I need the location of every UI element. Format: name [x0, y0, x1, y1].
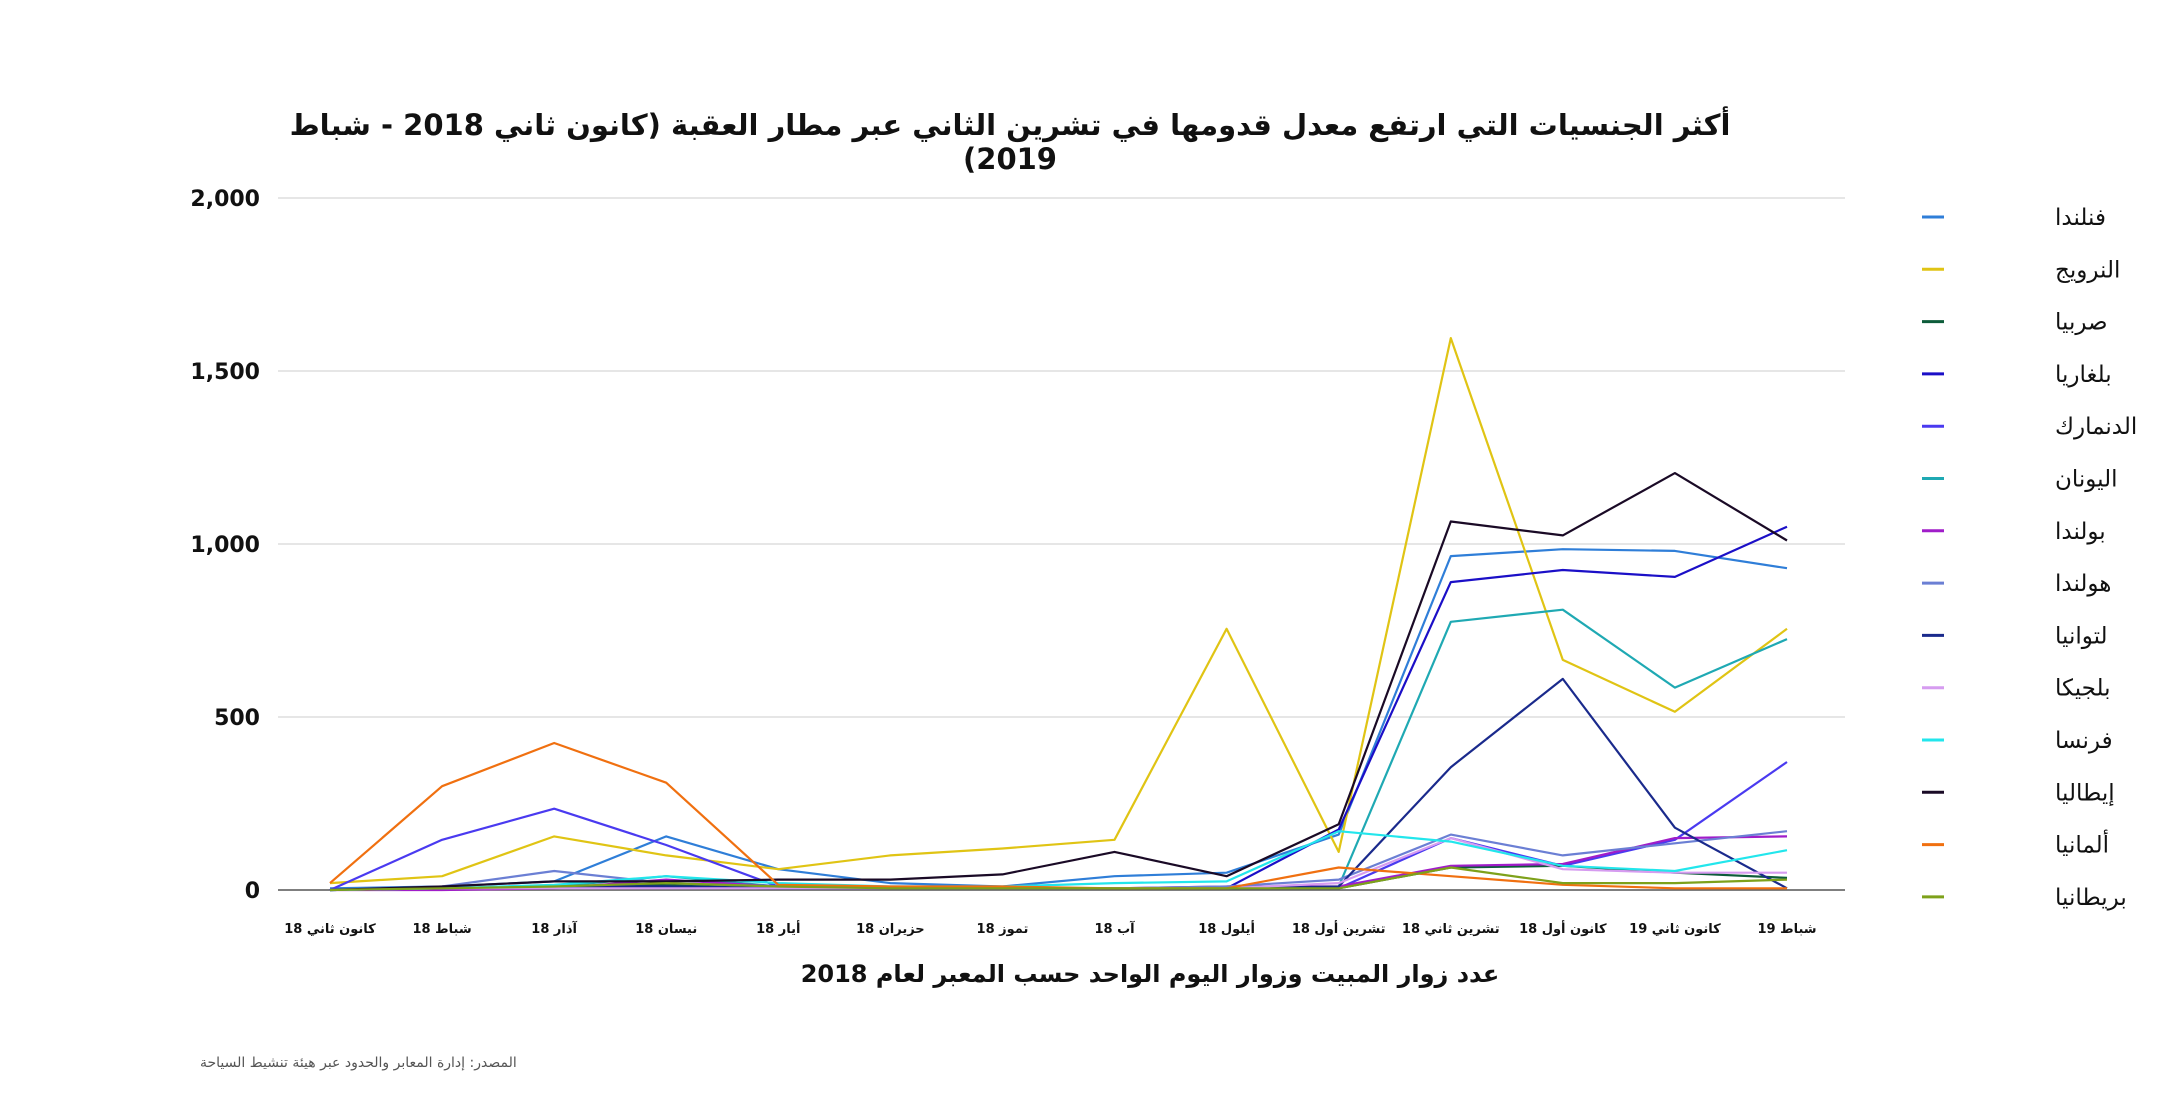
legend-label: اليونان [2055, 467, 2118, 493]
x-tick-label: آذار 18 [531, 920, 577, 937]
legend-label: إيطاليا [2055, 780, 2115, 806]
series-line [329, 525, 1788, 892]
x-tick-label: كانون ثاني 18 [284, 922, 376, 937]
legend-label: النرويج [2055, 257, 2120, 283]
x-tick-label: تشرين ثاني 18 [1402, 922, 1500, 937]
y-tick-label: 1,500 [190, 360, 260, 385]
source-note: المصدر: إدارة المعابر والحدود عبر هيئة ت… [200, 1055, 517, 1071]
x-tick-label: حزيران 18 [856, 922, 925, 937]
x-tick-label: شباط 19 [1757, 922, 1816, 937]
x-tick-label: تشرين أول 18 [1292, 920, 1386, 937]
y-tick-label: 2,000 [190, 187, 260, 212]
x-tick-label: كانون ثاني 19 [1629, 922, 1721, 937]
y-tick-label: 0 [245, 879, 260, 904]
legend-label: بولندا [2055, 519, 2106, 545]
legend-label: بريطانيا [2055, 885, 2127, 911]
series-line [329, 677, 1788, 892]
x-tick-label: كانون أول 18 [1519, 920, 1607, 937]
series-line [329, 337, 1788, 885]
series-line [329, 830, 1788, 892]
chart-title: أكثر الجنسيات التي ارتفع معدل قدومها في … [289, 108, 1731, 176]
x-tick-label: أيلول 18 [1198, 920, 1255, 937]
legend-label: فنلندا [2055, 205, 2106, 231]
x-tick-label: نيسان 18 [635, 922, 697, 937]
x-axis-ticks: كانون ثاني 18 شباط 18 آذار 18 نيسان 18 أيار … [284, 920, 1816, 937]
legend-label: فرنسا [2055, 728, 2113, 754]
x-tick-label: تموز 18 [977, 922, 1029, 937]
legend-label: بلغاريا [2055, 362, 2112, 388]
legend: فنلندا النرويج صربيا بلغاريا الدنمارك اليونان… [1922, 205, 2137, 911]
legend-label: الدنمارك [2055, 414, 2137, 440]
x-tick-label: آب 18 [1094, 920, 1135, 937]
series-line [329, 472, 1788, 892]
series-line [329, 866, 1788, 892]
gridlines [278, 197, 1845, 891]
x-tick-label: شباط 18 [413, 922, 472, 937]
legend-label: ألمانيا [2055, 830, 2109, 859]
series-lines [329, 337, 1788, 892]
x-tick-label: أيار 18 [756, 920, 800, 937]
x-axis-title: عدد زوار المبيت وزوار اليوم الواحد حسب ا… [800, 960, 1500, 988]
y-axis-ticks: 0 500 1,000 1,500 2,000 [190, 187, 260, 904]
legend-label: لتوانيا [2055, 623, 2108, 649]
legend-label: هولندا [2055, 571, 2111, 597]
series-line [329, 608, 1788, 892]
legend-label: بلجيكا [2055, 676, 2111, 702]
y-tick-label: 500 [214, 706, 260, 731]
legend-label: صربيا [2055, 310, 2108, 336]
y-tick-label: 1,000 [190, 533, 260, 558]
